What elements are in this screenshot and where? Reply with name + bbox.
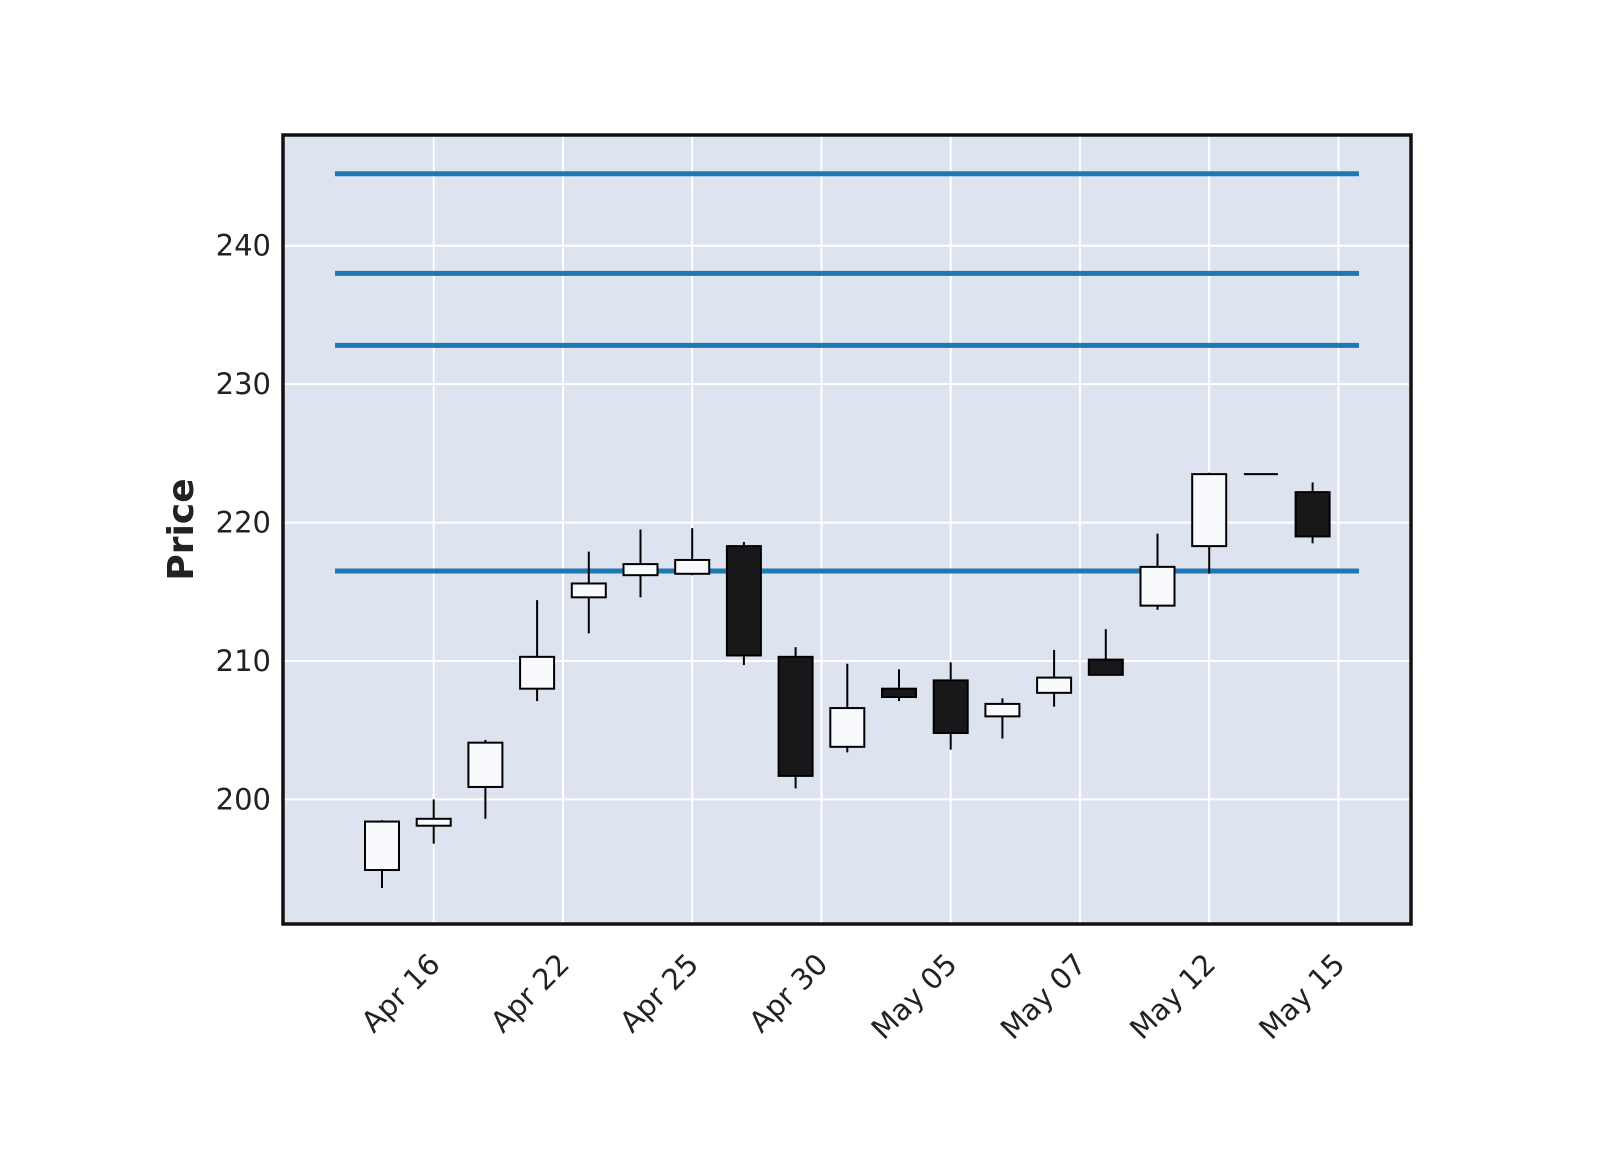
candle-body [570, 582, 607, 599]
candle-body [881, 687, 917, 698]
y-tick-label: 240 [216, 229, 271, 263]
candle-body [364, 820, 400, 872]
y-tick-label: 230 [216, 367, 271, 401]
candle-body [415, 817, 452, 827]
y-axis-ticks: 200 210 220 230 240 [216, 229, 271, 817]
plot-area [283, 135, 1411, 924]
x-tick-label: Apr 30 [742, 947, 834, 1039]
candle-body [777, 655, 814, 777]
plot-frame [281, 133, 1413, 926]
candle [415, 799, 452, 844]
candle [725, 541, 762, 666]
x-tick-label: May 05 [865, 947, 964, 1046]
candle [881, 669, 917, 702]
x-tick-label: Apr 25 [613, 947, 705, 1039]
candle-body [1191, 473, 1228, 548]
candle-body [674, 558, 711, 575]
candle-body [829, 707, 866, 748]
candle [1294, 482, 1331, 544]
x-axis-ticks: Apr 16 Apr 22 Apr 25 Apr 30 May 05 May 07 May … [355, 947, 1352, 1046]
x-tick-label: May 12 [1123, 947, 1222, 1046]
y-tick-label: 200 [216, 782, 271, 816]
candle-body [1087, 658, 1124, 676]
candle-body [932, 679, 969, 734]
candle [364, 820, 400, 889]
horizontal-lines [335, 171, 1359, 574]
candle-body [1139, 565, 1176, 607]
y-axis-label: Price [161, 478, 202, 580]
candle [1087, 629, 1124, 676]
candle [674, 528, 711, 576]
candle [1139, 533, 1176, 610]
candle [570, 551, 607, 634]
candle-body [1294, 491, 1331, 538]
candle-body [984, 702, 1021, 718]
x-tick-label: Apr 16 [355, 947, 447, 1039]
candle [777, 647, 814, 789]
x-tick-label: May 15 [1252, 947, 1351, 1046]
y-tick-label: 210 [216, 644, 271, 678]
candle-body [467, 741, 504, 788]
candle-body [1036, 676, 1073, 694]
candle [519, 600, 556, 702]
x-tick-label: May 07 [994, 947, 1093, 1046]
grid-lines [283, 135, 1411, 924]
candles [364, 472, 1331, 889]
candle [932, 662, 969, 750]
candle-body [725, 545, 762, 657]
x-tick-label: Apr 22 [484, 947, 576, 1039]
candle [1191, 472, 1228, 574]
candle [467, 739, 504, 819]
y-tick-label: 220 [216, 506, 271, 540]
candle [829, 663, 866, 753]
candle [622, 529, 659, 598]
candle-body [622, 563, 659, 577]
candle [984, 698, 1021, 739]
candle-body [519, 655, 556, 690]
candle [1036, 649, 1073, 707]
